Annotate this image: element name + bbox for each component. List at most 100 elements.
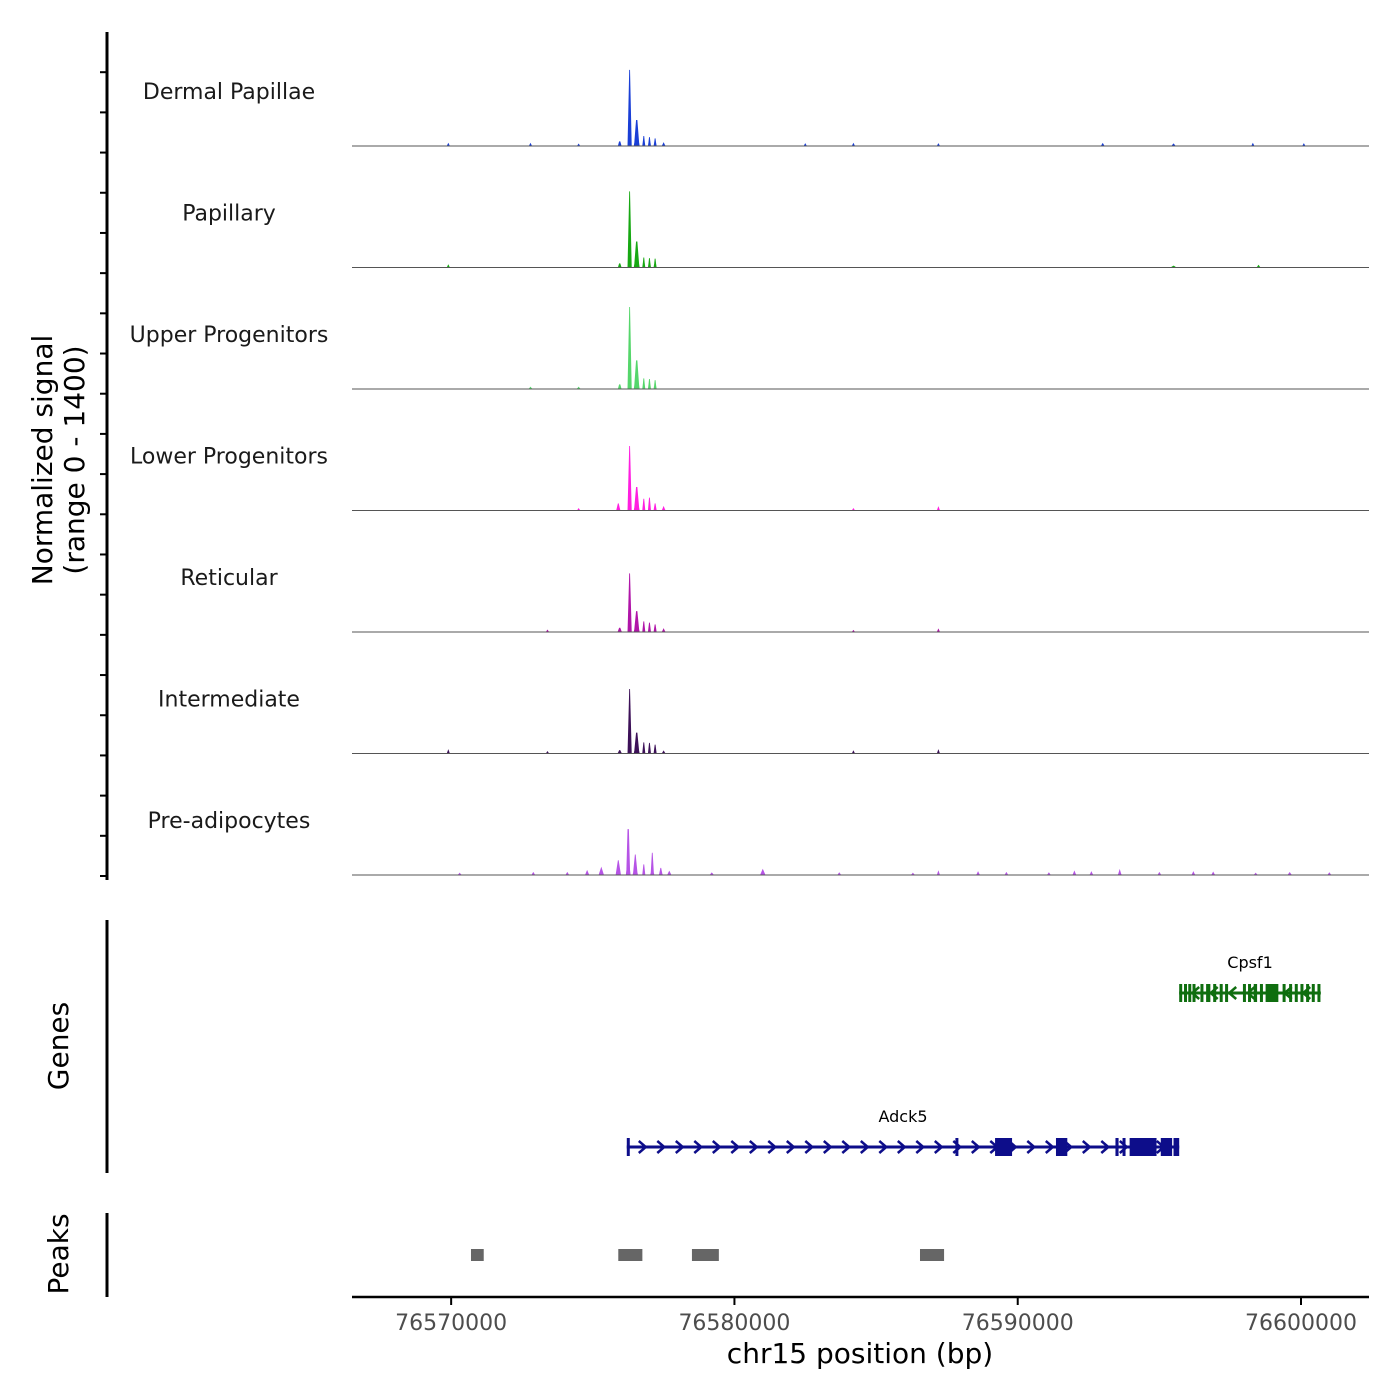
- gene-exon: [1055, 1138, 1068, 1156]
- gene-exon: [1173, 1138, 1180, 1156]
- gene-exon: [1306, 984, 1310, 1002]
- track-signal-area: [352, 69, 1369, 147]
- gene-exon: [1294, 984, 1298, 1002]
- strand-chevron: [656, 1140, 667, 1154]
- strand-chevron: [1245, 986, 1256, 1000]
- strand-chevron: [933, 1140, 944, 1154]
- signal-y-ticks: [100, 71, 107, 877]
- strand-chevron: [674, 1140, 685, 1154]
- gene-exon: [1225, 984, 1229, 1002]
- strand-chevron: [915, 1140, 926, 1154]
- peak-region: [919, 1249, 945, 1261]
- x-ticks: 76570000 76580000 76590000 76600000: [395, 1297, 1357, 1336]
- strand-chevron: [804, 1140, 815, 1154]
- gene-exon: [1265, 984, 1279, 1002]
- strand-chevron: [822, 1140, 833, 1154]
- gene-exon: [1242, 984, 1246, 1002]
- track-upper-progenitors: Upper Progenitors: [130, 306, 1369, 390]
- gene-exon: [995, 1138, 1013, 1156]
- track-label: Upper Progenitors: [130, 323, 329, 348]
- strand-chevron: [878, 1140, 889, 1154]
- strand-chevron: [841, 1140, 852, 1154]
- gene-exon: [1311, 984, 1315, 1002]
- track-label: Papillary: [182, 202, 276, 227]
- gene-exon: [1179, 984, 1183, 1002]
- gene-exon: [1213, 984, 1217, 1002]
- track-signal-area: [352, 306, 1369, 390]
- gene-exon: [1219, 984, 1223, 1002]
- track-label: Lower Progenitors: [130, 445, 328, 470]
- track-signal-area: [352, 191, 1369, 268]
- gene-exon: [1282, 984, 1286, 1002]
- track-pre-adipocytes: Pre-adipocytes: [148, 809, 1369, 876]
- peaks-ylabel: Peaks: [42, 1213, 75, 1294]
- strand-chevron: [1044, 1140, 1055, 1154]
- gene-exon: [1206, 984, 1211, 1002]
- gene-exon: [1192, 984, 1196, 1002]
- strand-chevron: [748, 1140, 759, 1154]
- gene-exon: [1289, 984, 1293, 1002]
- gene-label: Adck5: [878, 1107, 927, 1126]
- track-label: Intermediate: [158, 688, 300, 713]
- genes-layer: Adck5 Cpsf1: [626, 953, 1321, 1156]
- gene-exon: [1188, 984, 1192, 1002]
- gene-exon: [1129, 1138, 1157, 1156]
- strand-chevron: [1118, 1140, 1129, 1154]
- track-label: Reticular: [180, 566, 278, 591]
- gene-exon: [1184, 984, 1188, 1002]
- track-papillary: Papillary: [182, 191, 1369, 268]
- gene-exon: [1115, 1138, 1119, 1156]
- gene-exon: [1248, 984, 1252, 1002]
- strand-chevron: [1227, 986, 1238, 1000]
- peak-region: [618, 1249, 643, 1261]
- x-tick-label: 76590000: [962, 1311, 1074, 1336]
- track-signal-area: [352, 573, 1369, 633]
- track-intermediate: Intermediate: [158, 688, 1369, 754]
- peaks-layer: [470, 1249, 945, 1261]
- strand-chevron: [1100, 1140, 1111, 1154]
- x-tick-label: 76600000: [1245, 1311, 1357, 1336]
- track-signal-area: [352, 689, 1369, 754]
- track-signal-area: [352, 829, 1369, 876]
- strand-chevron: [693, 1140, 704, 1154]
- gene-adck5: Adck5: [626, 1107, 1180, 1156]
- track-signal-area: [352, 446, 1369, 511]
- gene-exon: [1317, 984, 1321, 1002]
- peak-region: [691, 1249, 719, 1261]
- track-reticular: Reticular: [180, 566, 1369, 633]
- x-tick-label: 76570000: [395, 1311, 507, 1336]
- strand-chevron: [785, 1140, 796, 1154]
- signal-ylabel-range: (range 0 - 1400): [58, 345, 91, 574]
- strand-chevron: [896, 1140, 907, 1154]
- strand-chevron: [637, 1140, 648, 1154]
- gene-exon: [1200, 984, 1204, 1002]
- track-lower-progenitors: Lower Progenitors: [130, 445, 1369, 511]
- signal-tracks: Dermal Papillae Papillary Upper Progenitor…: [130, 69, 1369, 876]
- strand-chevron: [970, 1140, 981, 1154]
- track-dermal-papillae: Dermal Papillae: [143, 69, 1369, 147]
- gene-exon: [1259, 984, 1263, 1002]
- strand-chevron: [711, 1140, 722, 1154]
- peak-region: [470, 1249, 484, 1261]
- x-tick-label: 76580000: [678, 1311, 790, 1336]
- gene-exon: [1160, 1138, 1173, 1156]
- strand-chevron: [1081, 1140, 1092, 1154]
- gene-exon: [955, 1138, 959, 1156]
- strand-chevron: [730, 1140, 741, 1154]
- strand-chevron: [859, 1140, 870, 1154]
- gene-exon: [1253, 984, 1258, 1002]
- gene-label: Cpsf1: [1227, 953, 1272, 972]
- signal-ylabel: Normalized signal: [26, 335, 59, 586]
- strand-chevron: [767, 1140, 778, 1154]
- strand-chevron: [1026, 1140, 1037, 1154]
- track-label: Dermal Papillae: [143, 80, 315, 105]
- genes-ylabel: Genes: [42, 1002, 75, 1090]
- gene-exon: [626, 1138, 630, 1156]
- strand-chevron: [1190, 986, 1201, 1000]
- x-axis-title: chr15 position (bp): [727, 1337, 993, 1370]
- gene-cpsf1: Cpsf1: [1179, 953, 1321, 1002]
- gene-exon: [1300, 984, 1304, 1002]
- track-label: Pre-adipocytes: [148, 809, 311, 834]
- gene-exon: [1122, 1138, 1126, 1156]
